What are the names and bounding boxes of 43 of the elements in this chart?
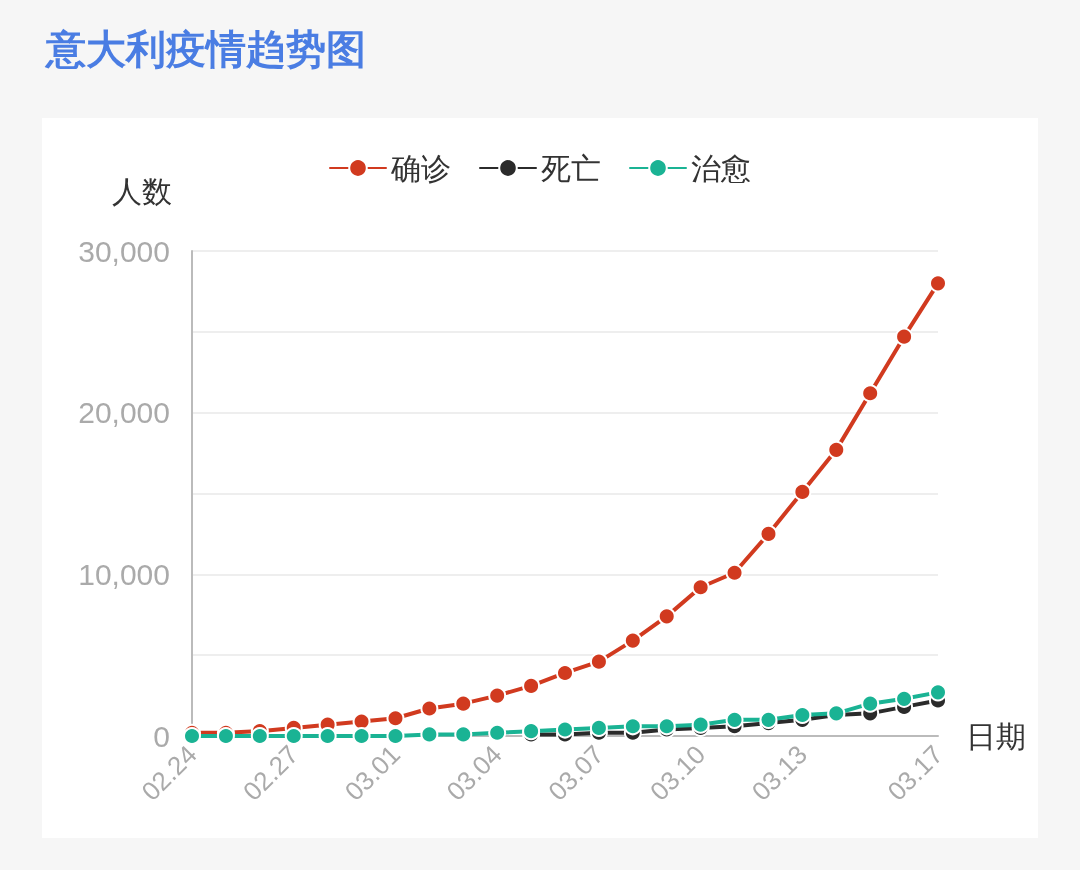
point	[386, 709, 405, 728]
point	[657, 607, 676, 626]
point	[895, 689, 914, 708]
point	[623, 631, 642, 650]
point	[929, 274, 947, 293]
point	[759, 524, 778, 543]
legend-label: 确诊	[390, 151, 451, 185]
legend-label: 死亡	[541, 151, 601, 185]
y-tick-label: 0	[153, 719, 170, 753]
point	[861, 384, 880, 403]
point	[895, 327, 914, 346]
x-axis-title: 日期	[966, 719, 1026, 753]
point	[793, 482, 812, 501]
point	[691, 578, 710, 597]
point	[623, 717, 642, 736]
point	[725, 563, 744, 582]
point	[284, 727, 303, 745]
point	[725, 710, 744, 729]
point	[522, 676, 541, 695]
point	[386, 727, 405, 745]
point	[454, 725, 473, 744]
point	[454, 694, 473, 713]
point	[420, 699, 439, 718]
point	[250, 727, 269, 745]
point	[556, 720, 574, 739]
point	[318, 727, 337, 745]
point	[183, 727, 201, 745]
point	[488, 686, 507, 705]
chart-title: 意大利疫情趋势图	[46, 25, 366, 74]
point	[929, 683, 947, 702]
point	[488, 723, 507, 742]
point	[827, 440, 846, 459]
point	[861, 694, 880, 713]
point	[420, 725, 439, 744]
legend-label: 治愈	[691, 151, 751, 185]
y-tick-label: 10,000	[78, 557, 170, 591]
point	[216, 727, 235, 745]
point	[352, 727, 371, 745]
y-tick-label: 30,000	[78, 234, 170, 268]
y-axis-title: 人数	[112, 174, 172, 208]
y-tick-label: 20,000	[78, 396, 170, 430]
point	[589, 718, 608, 737]
point	[589, 652, 608, 671]
